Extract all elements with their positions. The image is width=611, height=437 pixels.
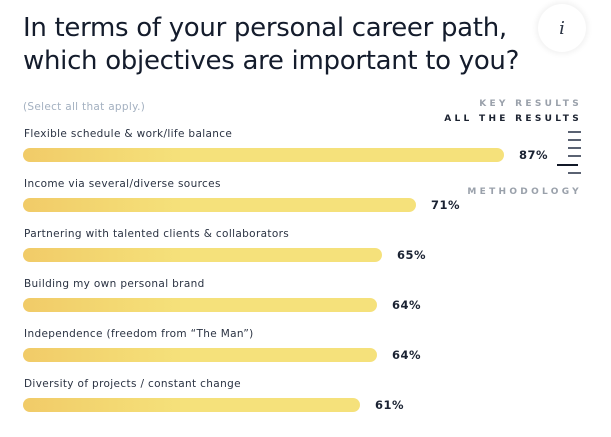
page-title: In terms of your personal career path, w… (23, 13, 520, 76)
info-button[interactable]: i (538, 4, 586, 52)
row-label: Income via several/diverse sources (24, 178, 221, 190)
chart-row: Flexible schedule & work/life balance 87… (23, 128, 563, 178)
row-percent: 64% (392, 348, 422, 362)
row-label: Building my own personal brand (24, 278, 205, 290)
row-bar (23, 148, 504, 162)
section-tick-2[interactable] (568, 139, 581, 141)
bar-chart: Flexible schedule & work/life balance 87… (23, 128, 563, 428)
row-label: Independence (freedom from “The Man”) (24, 328, 254, 340)
chart-row: Partnering with talented clients & colla… (23, 228, 563, 278)
section-tick-6[interactable] (568, 172, 581, 174)
section-tick-3[interactable] (568, 147, 581, 149)
row-bar (23, 298, 377, 312)
row-percent: 71% (431, 198, 461, 212)
info-icon: i (559, 17, 565, 39)
section-tick-1[interactable] (568, 131, 581, 133)
row-label: Flexible schedule & work/life balance (24, 128, 233, 140)
row-bar (23, 398, 360, 412)
chart-row: Diversity of projects / constant change … (23, 378, 563, 428)
nav-key-results-link[interactable]: KEY RESULTS (479, 99, 582, 109)
row-label: Diversity of projects / constant change (24, 378, 241, 390)
subtitle: (Select all that apply.) (23, 101, 146, 113)
section-tick-5-active[interactable] (557, 164, 578, 166)
section-progress-ticks (556, 130, 586, 178)
chart-row: Income via several/diverse sources 71% (23, 178, 563, 228)
row-percent: 64% (392, 298, 422, 312)
row-bar (23, 198, 416, 212)
nav-all-results-link[interactable]: ALL THE RESULTS (444, 114, 582, 124)
row-percent: 61% (375, 398, 405, 412)
row-bar (23, 248, 382, 262)
section-tick-4[interactable] (568, 155, 581, 157)
row-percent: 87% (519, 148, 549, 162)
chart-row: Building my own personal brand 64% (23, 278, 563, 328)
chart-row: Independence (freedom from “The Man”) 64… (23, 328, 563, 378)
row-bar (23, 348, 377, 362)
row-percent: 65% (397, 248, 427, 262)
nav-methodology-link[interactable]: METHODOLOGY (467, 187, 582, 197)
row-label: Partnering with talented clients & colla… (24, 228, 290, 240)
